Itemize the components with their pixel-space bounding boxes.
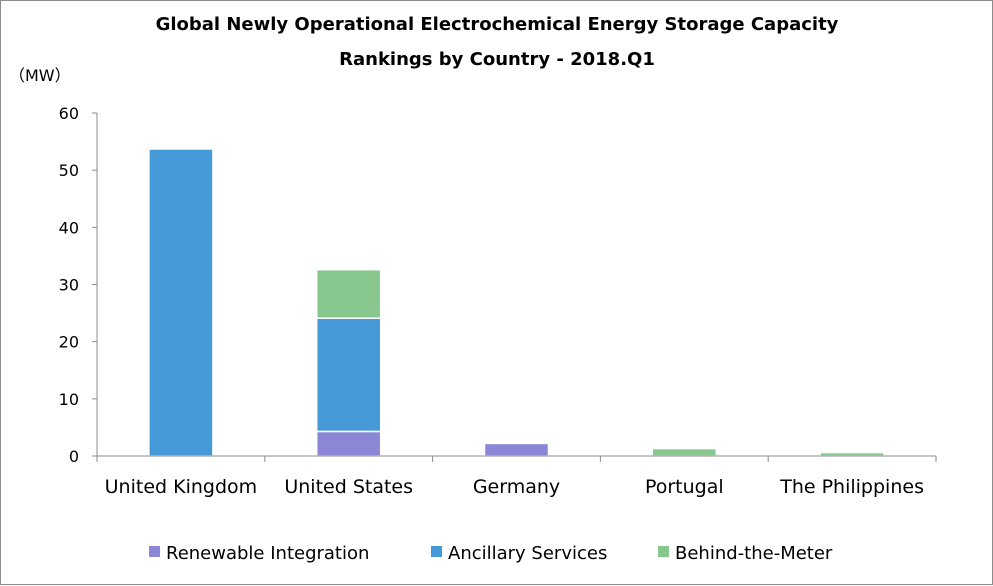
y-tick-label-10: 10 — [59, 390, 79, 409]
legend-label-behind-the-meter: Behind-the-Meter — [675, 543, 833, 564]
axes-group — [96, 113, 937, 462]
bar-united-states-behind-the-meter — [315, 268, 382, 319]
y-tick-label-60: 60 — [59, 104, 79, 123]
bars-group — [148, 148, 885, 457]
y-axis-unit-label: （MW） — [9, 66, 71, 85]
bar-united-states-ancillary-services — [315, 317, 382, 433]
y-axis-ticks: 0 10 20 30 40 50 60 — [59, 104, 97, 466]
x-category-label-portugal: Portugal — [645, 476, 724, 498]
x-category-label-united-kingdom: United Kingdom — [105, 476, 258, 498]
legend-swatch-ancillary-services — [431, 546, 442, 557]
y-tick-label-0: 0 — [69, 447, 79, 466]
legend-label-ancillary-services: Ancillary Services — [448, 543, 607, 564]
legend: Renewable Integration Ancillary Services B… — [149, 543, 833, 564]
x-axis-categories: United Kingdom United States Germany Portug… — [105, 476, 924, 498]
chart-title-line-2: Rankings by Country - 2018.Q1 — [339, 49, 655, 70]
legend-label-renewable-integration: Renewable Integration — [166, 543, 369, 564]
y-tick-label-40: 40 — [59, 218, 79, 237]
bar-united-kingdom-ancillary-services — [148, 148, 214, 457]
y-tick-label-50: 50 — [59, 161, 79, 180]
legend-swatch-behind-the-meter — [658, 546, 669, 557]
bar-germany-renewable-integration — [483, 442, 550, 457]
chart-title-line-1: Global Newly Operational Electrochemical… — [156, 14, 839, 35]
x-category-label-united-states: United States — [284, 476, 413, 498]
bar-the-philippines-behind-the-meter — [819, 451, 885, 457]
bar-united-states-renewable-integration — [315, 430, 382, 457]
x-category-label-the-philippines: The Philippines — [779, 476, 924, 498]
y-tick-label-30: 30 — [59, 276, 79, 295]
x-category-label-germany: Germany — [473, 476, 560, 498]
legend-swatch-renewable-integration — [149, 546, 160, 557]
y-tick-label-20: 20 — [59, 333, 79, 352]
bar-portugal-behind-the-meter — [651, 447, 718, 457]
